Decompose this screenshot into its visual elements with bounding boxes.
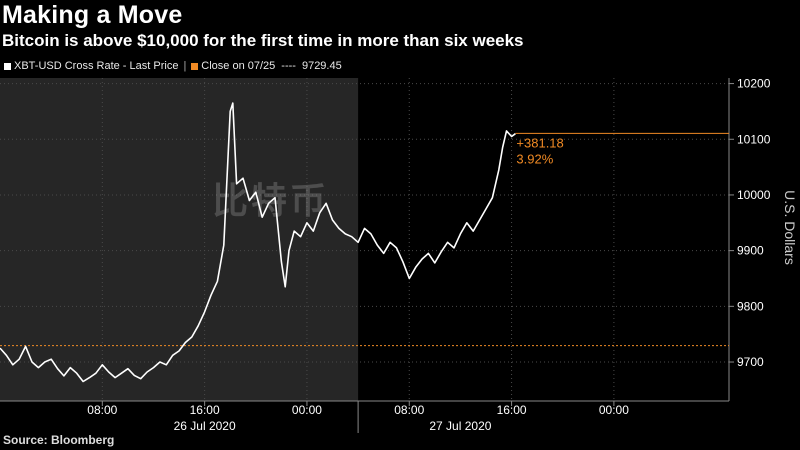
date-label: 26 Jul 2020 [174,419,236,433]
chart-title: Making a Move [2,1,183,29]
y-tick-label: 9800 [737,299,764,313]
y-tick-label: 10100 [737,132,771,146]
x-tick-label: 16:00 [497,403,527,417]
legend-series-label: XBT-USD Cross Rate - Last Price [14,60,179,72]
x-tick-label: 00:00 [599,403,629,417]
legend-close-dashes: ---- [281,60,296,72]
chart-subtitle: Bitcoin is above $10,000 for the first t… [2,31,524,50]
y-tick-labels: 9700 9800 9900 10000 10100 10200 [729,77,771,369]
grid-lines [0,78,729,401]
annotation-percent: 3.92% [516,151,553,166]
source-note: Source: Bloomberg [3,433,115,447]
x-tick-label: 00:00 [292,403,322,417]
x-tick-label: 08:00 [394,403,424,417]
annotation-change: +381.18 [516,135,563,150]
legend-swatch-series [4,62,11,70]
legend-close-value: 9729.45 [301,60,342,72]
x-tick-label: 08:00 [87,403,117,417]
y-tick-label: 9700 [737,355,764,369]
y-tick-label: 10000 [737,188,771,202]
legend-close-label: Close on 07/25 [201,60,276,72]
y-tick-label: 9900 [737,244,764,258]
series-line-xbt-usd [0,102,516,383]
x-tick-label: 16:00 [190,403,220,417]
legend: XBT-USD Cross Rate - Last Price | Close … [4,60,342,72]
watermark: 比特币 [212,181,330,222]
legend-swatch-close [191,62,199,70]
y-axis-label: U.S. Dollars [782,190,798,265]
day-shade [0,78,359,401]
y-tick-label: 10200 [737,77,771,91]
legend-separator: | [183,60,187,72]
date-label: 27 Jul 2020 [429,419,491,433]
x-tick-labels: 08:00 16:00 00:00 08:00 16:00 00:00 26 Jul 202… [87,401,629,433]
